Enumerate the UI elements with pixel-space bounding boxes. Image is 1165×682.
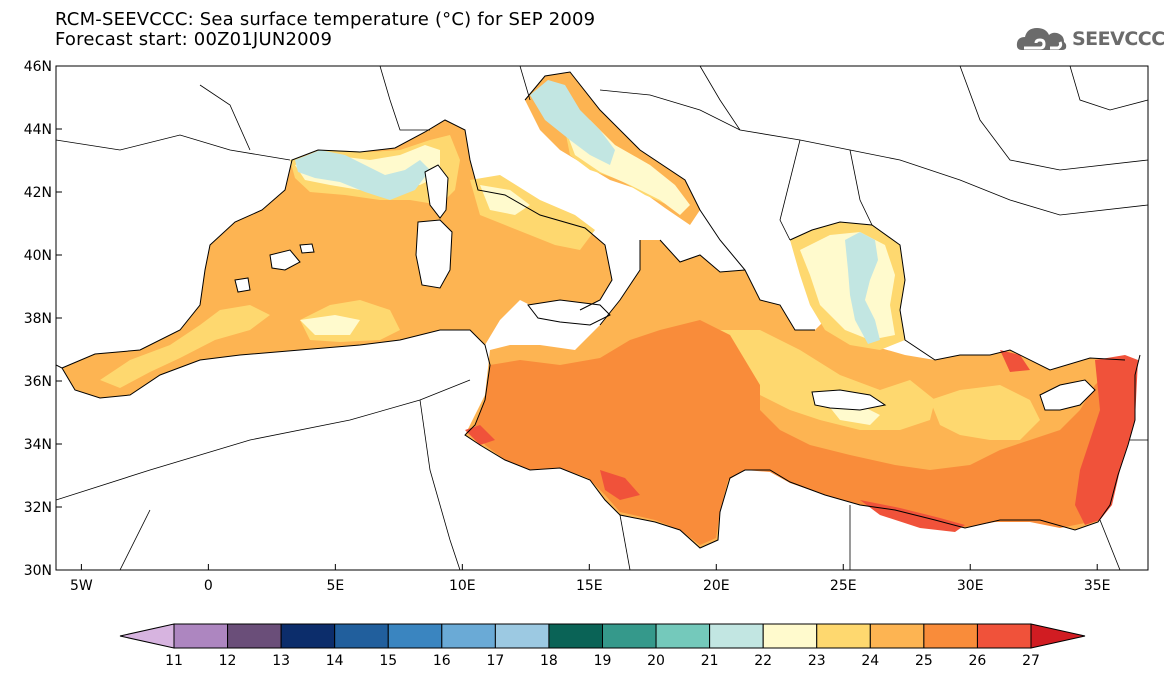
colorbar-swatch bbox=[387, 623, 443, 649]
colorbar-swatch bbox=[709, 623, 764, 649]
x-tick-label: 10E bbox=[449, 578, 476, 594]
colorbar-label: 25 bbox=[915, 653, 933, 669]
crete bbox=[811, 389, 887, 411]
colorbar-swatch bbox=[816, 623, 871, 649]
x-tick-label: 35E bbox=[1084, 578, 1111, 594]
sardinia bbox=[415, 219, 453, 289]
y-tick-label: 42N bbox=[24, 185, 52, 201]
y-tick-label: 36N bbox=[24, 374, 52, 390]
colorbar-swatch bbox=[655, 623, 711, 649]
colorbar-swatch bbox=[976, 623, 1032, 649]
colorbar-label: 15 bbox=[379, 653, 397, 669]
x-tick-label: 20E bbox=[703, 578, 730, 594]
logo-text: SEEVCCC bbox=[1072, 28, 1165, 50]
cloud-icon bbox=[1016, 28, 1067, 50]
seevccc-logo: SEEVCCC bbox=[1016, 24, 1165, 54]
forecast-start: Forecast start: 00Z01JUN2009 bbox=[55, 29, 333, 50]
sst-25-zones bbox=[475, 320, 1133, 545]
colorbar-label: 19 bbox=[594, 653, 612, 669]
colorbar-swatch bbox=[923, 623, 978, 649]
menorca bbox=[299, 243, 315, 254]
x-tick-label: 25E bbox=[830, 578, 857, 594]
x-tick-label: 5W bbox=[70, 578, 93, 594]
y-tick-label: 30N bbox=[24, 563, 52, 579]
colorbar-label: 11 bbox=[165, 653, 183, 669]
x-tick-label: 15E bbox=[576, 578, 603, 594]
colorbar-label: 16 bbox=[433, 653, 451, 669]
y-tick-label: 34N bbox=[24, 437, 52, 453]
islands bbox=[234, 164, 1096, 411]
colorbar-swatch bbox=[334, 623, 389, 649]
title-block: RCM-SEEVCCC: Sea surface temperature (°C… bbox=[55, 10, 595, 50]
colorbar-label: 21 bbox=[701, 653, 719, 669]
sst-26-zones bbox=[465, 350, 1138, 532]
x-tick-label: 5E bbox=[326, 578, 344, 594]
colorbar-swatch bbox=[494, 623, 550, 649]
y-tick-label: 38N bbox=[24, 311, 52, 327]
colorbar-label: 13 bbox=[272, 653, 290, 669]
colorbar-swatch bbox=[602, 623, 657, 649]
x-axis: 5W 0 5E 10E 15E 20E 25E 30E 35E bbox=[70, 564, 1111, 594]
y-tick-label: 46N bbox=[24, 59, 52, 75]
mallorca bbox=[269, 249, 301, 271]
colorbar-label: 24 bbox=[861, 653, 879, 669]
colorbar-swatch bbox=[441, 623, 496, 649]
colorbar-swatch bbox=[762, 623, 818, 649]
colorbar-label: 22 bbox=[754, 653, 772, 669]
y-axis: 46N 44N 42N 40N 38N 36N 34N 32N 30N bbox=[24, 59, 62, 579]
colorbar-swatch bbox=[173, 623, 229, 649]
colorbar-swatch bbox=[227, 623, 282, 649]
colorbar-swatch bbox=[869, 623, 925, 649]
colorbar-label: 20 bbox=[647, 653, 665, 669]
colorbar-label: 26 bbox=[969, 653, 987, 669]
sicily bbox=[527, 299, 611, 326]
colorbar: 11 12 13 14 15 16 17 18 19 20 21 22 23 24 25 26 27 bbox=[119, 623, 1086, 669]
ibiza bbox=[234, 277, 251, 293]
map-title: RCM-SEEVCCC: Sea surface temperature (°C… bbox=[55, 9, 596, 30]
coastlines bbox=[56, 66, 1148, 570]
colorbar-label: 18 bbox=[540, 653, 558, 669]
sst-21-zones bbox=[295, 80, 880, 344]
colorbar-label: 27 bbox=[1022, 653, 1040, 669]
colorbar-label: 12 bbox=[219, 653, 237, 669]
y-tick-label: 40N bbox=[24, 248, 52, 264]
y-tick-label: 44N bbox=[24, 122, 52, 138]
colorbar-label: 23 bbox=[808, 653, 826, 669]
corsica bbox=[424, 164, 449, 219]
colorbar-swatch bbox=[280, 623, 336, 649]
x-tick-label: 30E bbox=[957, 578, 984, 594]
x-tick-label: 0 bbox=[204, 578, 213, 594]
y-tick-label: 32N bbox=[24, 500, 52, 516]
colorbar-swatch bbox=[1030, 623, 1086, 649]
colorbar-swatch bbox=[119, 623, 175, 649]
colorbar-label: 14 bbox=[326, 653, 344, 669]
cyprus bbox=[1039, 379, 1096, 411]
colorbar-label: 17 bbox=[486, 653, 504, 669]
colorbar-swatch bbox=[548, 623, 603, 649]
